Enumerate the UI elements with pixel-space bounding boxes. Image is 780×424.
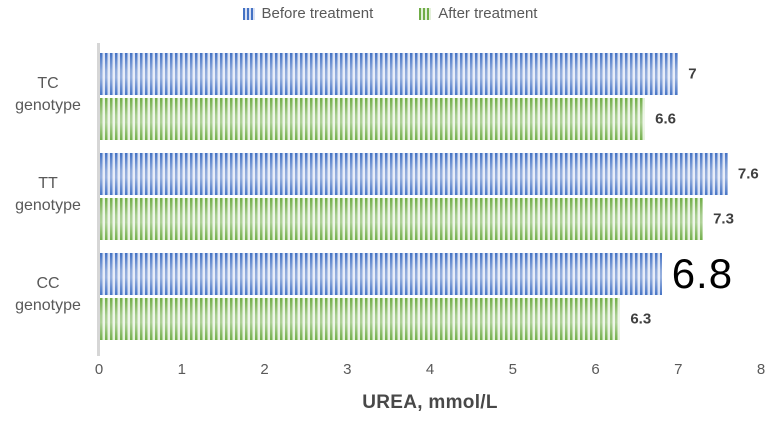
data-label-before-treatment-tt-genotype: 7.6 (737, 165, 759, 183)
legend-label: Before treatment (261, 5, 374, 22)
x-axis-tick-8: 8 (756, 361, 766, 378)
legend-item-before-treatment: Before treatment (242, 5, 374, 22)
data-label-after-treatment-tt-genotype: 7.3 (713, 210, 734, 228)
category-label-tt-genotype: TT genotype (15, 175, 81, 214)
bar-before-treatment-tc-genotype (100, 53, 679, 95)
legend-swatch-icon (242, 7, 255, 20)
x-axis-tick-3: 3 (343, 361, 352, 378)
legend-label: After treatment (438, 5, 538, 22)
category-label-cc-genotype: CC genotype (15, 275, 81, 314)
bar-after-treatment-tc-genotype (100, 98, 646, 140)
bar-before-treatment-cc-genotype (100, 253, 662, 295)
x-axis-title: UREA, mmol/L (362, 392, 498, 413)
x-axis-tick-2: 2 (260, 361, 269, 378)
data-label-after-treatment-tc-genotype: 6.6 (655, 110, 676, 128)
category-label-tc-genotype: TC genotype (15, 75, 81, 114)
bar-after-treatment-tt-genotype (100, 198, 704, 240)
data-label-after-treatment-cc-genotype: 6.3 (630, 310, 652, 328)
x-axis-tick-4: 4 (425, 361, 435, 378)
data-label-before-treatment-tc-genotype: 7 (688, 65, 697, 83)
legend-item-after-treatment: After treatment (419, 5, 537, 22)
legend: Before treatment After treatment (0, 5, 780, 22)
x-axis-tick-0: 0 (94, 361, 104, 378)
legend-swatch-icon (419, 7, 432, 20)
data-label-before-treatment-cc-genotype: 6.8 (671, 250, 734, 297)
x-axis-tick-6: 6 (591, 361, 600, 378)
bar-before-treatment-tt-genotype (100, 153, 728, 195)
x-axis-tick-1: 1 (177, 361, 186, 378)
y-axis-line (97, 43, 100, 356)
bar-after-treatment-cc-genotype (100, 298, 621, 340)
x-axis-tick-7: 7 (674, 361, 683, 378)
x-axis-tick-5: 5 (508, 361, 517, 378)
